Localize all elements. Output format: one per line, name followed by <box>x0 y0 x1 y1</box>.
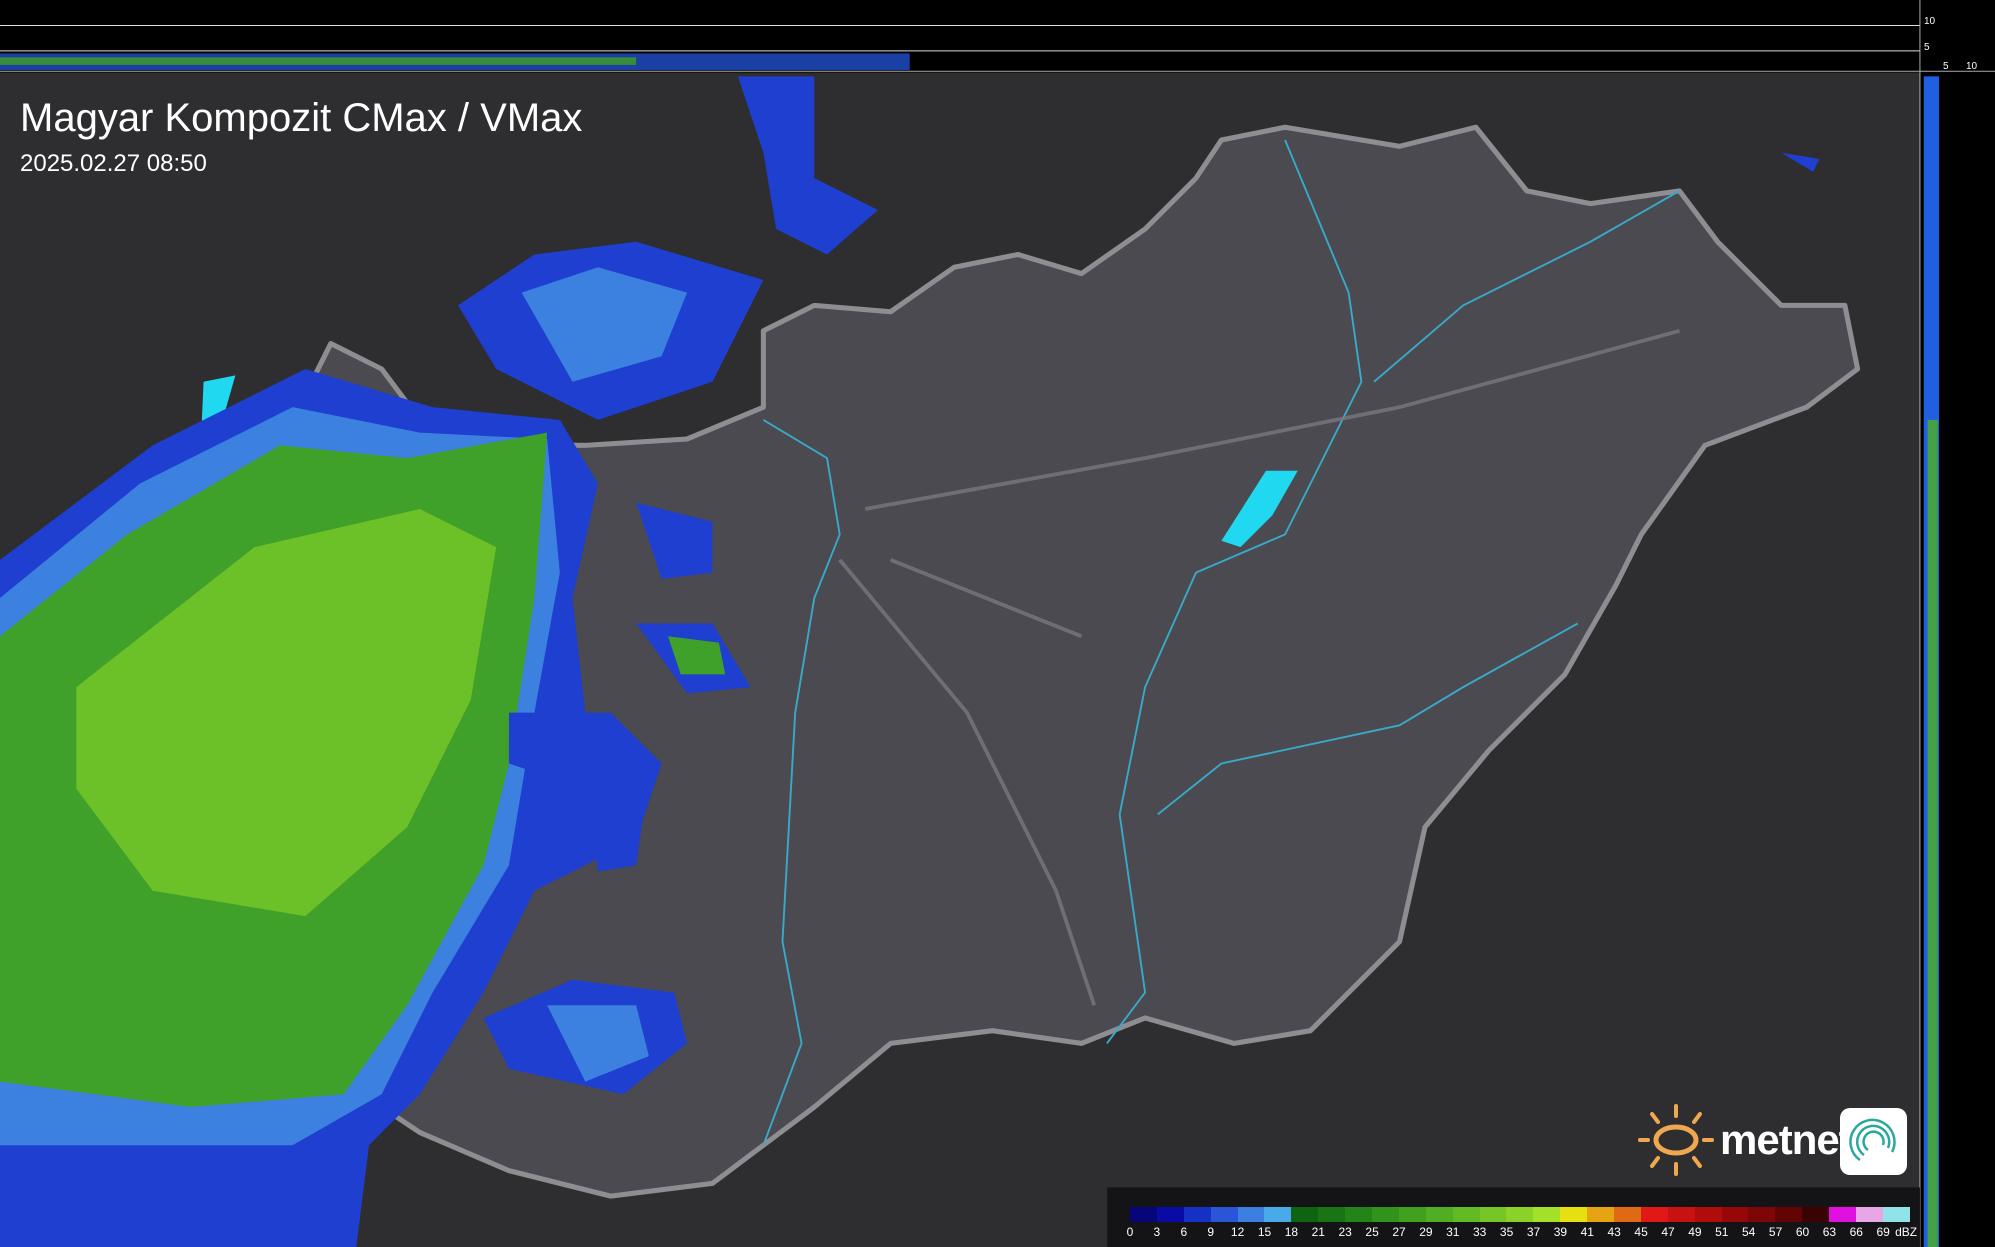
legend-label: 69 <box>1876 1225 1890 1239</box>
legend-label: 12 <box>1230 1225 1245 1239</box>
map-title: Magyar Kompozit CMax / VMax <box>20 96 583 140</box>
legend-swatch <box>1291 1207 1319 1222</box>
legend-swatch <box>1775 1207 1803 1222</box>
profile-echo-strip <box>0 57 637 65</box>
legend-label: 39 <box>1553 1225 1568 1239</box>
legend-swatch <box>1506 1207 1534 1222</box>
legend-label: 47 <box>1661 1225 1675 1239</box>
profile-tick-label: 5 <box>1924 42 1930 53</box>
lake-tisza <box>1221 470 1298 548</box>
legend-swatch <box>1802 1207 1830 1222</box>
legend-label: 29 <box>1419 1225 1433 1239</box>
roads <box>838 328 1680 1006</box>
profile-tick-label: 10 <box>1966 61 1978 72</box>
legend-label: 35 <box>1499 1225 1514 1239</box>
metnet-logo: metnet <box>1638 1104 1853 1176</box>
legend-swatch <box>1237 1207 1265 1222</box>
dbz-legend: 0 3 6 9 12 15 18 21 23 25 27 29 31 33 35 37 39 41 43 45 47 49… <box>1108 1188 1920 1247</box>
radar-echoes <box>0 76 1820 1247</box>
legend-label: 63 <box>1822 1225 1837 1239</box>
legend-swatch <box>1345 1207 1373 1222</box>
map-timestamp: 2025.02.27 08:50 <box>20 150 207 177</box>
legend-label: 25 <box>1365 1225 1379 1239</box>
legend-swatch <box>1856 1207 1883 1222</box>
profile-tick-label: 10 <box>1924 16 1936 27</box>
legend-label: 41 <box>1580 1225 1594 1239</box>
profile-tick-label: 5 <box>1943 61 1949 72</box>
legend-swatch <box>1183 1207 1211 1222</box>
legend-color-bar <box>1130 1207 1910 1222</box>
legend-swatch <box>1425 1207 1453 1222</box>
legend-swatch <box>1479 1207 1507 1222</box>
side-profile-echo <box>1927 419 1938 1247</box>
legend-label: 6 <box>1180 1225 1188 1239</box>
app-logo <box>1840 1108 1907 1175</box>
legend-label: 33 <box>1473 1225 1487 1239</box>
legend-label: 27 <box>1392 1225 1406 1239</box>
legend-labels: 0 3 6 9 12 15 18 21 23 25 27 29 31 33 35 37 39 41 43 45 47 49… <box>1126 1225 1930 1243</box>
legend-label: 66 <box>1849 1225 1863 1239</box>
legend-label: 37 <box>1526 1225 1541 1239</box>
legend-label: 18 <box>1284 1225 1299 1239</box>
rivers <box>762 139 1680 1146</box>
legend-swatch <box>1560 1207 1588 1222</box>
legend-swatch <box>1398 1207 1426 1222</box>
legend-swatch <box>1372 1207 1399 1222</box>
legend-swatch <box>1452 1207 1480 1222</box>
legend-label: 3 <box>1153 1225 1161 1239</box>
legend-label: 0 <box>1126 1225 1134 1239</box>
legend-label: 15 <box>1257 1225 1272 1239</box>
legend-swatch <box>1210 1207 1238 1222</box>
legend-label: 51 <box>1715 1225 1729 1239</box>
legend-label: 49 <box>1688 1225 1702 1239</box>
legend-swatch <box>1587 1207 1615 1222</box>
legend-unit: dBZ <box>1895 1225 1918 1239</box>
legend-label: 43 <box>1607 1225 1621 1239</box>
legend-swatch <box>1156 1207 1184 1222</box>
legend-swatch <box>1882 1207 1910 1222</box>
sun-icon <box>1638 1104 1714 1176</box>
legend-label: 9 <box>1207 1225 1215 1239</box>
legend-label: 57 <box>1768 1225 1783 1239</box>
legend-label: 23 <box>1338 1225 1352 1239</box>
legend-swatch <box>1533 1207 1561 1222</box>
legend-swatch <box>1130 1207 1157 1222</box>
legend-swatch <box>1318 1207 1346 1222</box>
legend-label: 54 <box>1742 1225 1756 1239</box>
swirl-icon <box>1849 1118 1896 1162</box>
legend-swatch <box>1829 1207 1857 1222</box>
legend-label: 31 <box>1446 1225 1460 1239</box>
legend-label: 45 <box>1634 1225 1648 1239</box>
legend-swatch <box>1640 1207 1668 1222</box>
legend-swatch <box>1614 1207 1641 1222</box>
logo-text: metnet <box>1720 1116 1853 1163</box>
legend-swatch <box>1748 1207 1776 1222</box>
legend-swatch <box>1264 1207 1292 1222</box>
legend-swatch <box>1721 1207 1749 1222</box>
legend-label: 21 <box>1311 1225 1325 1239</box>
legend-label: 60 <box>1795 1225 1810 1239</box>
legend-swatch <box>1694 1207 1722 1222</box>
legend-swatch <box>1667 1207 1695 1222</box>
